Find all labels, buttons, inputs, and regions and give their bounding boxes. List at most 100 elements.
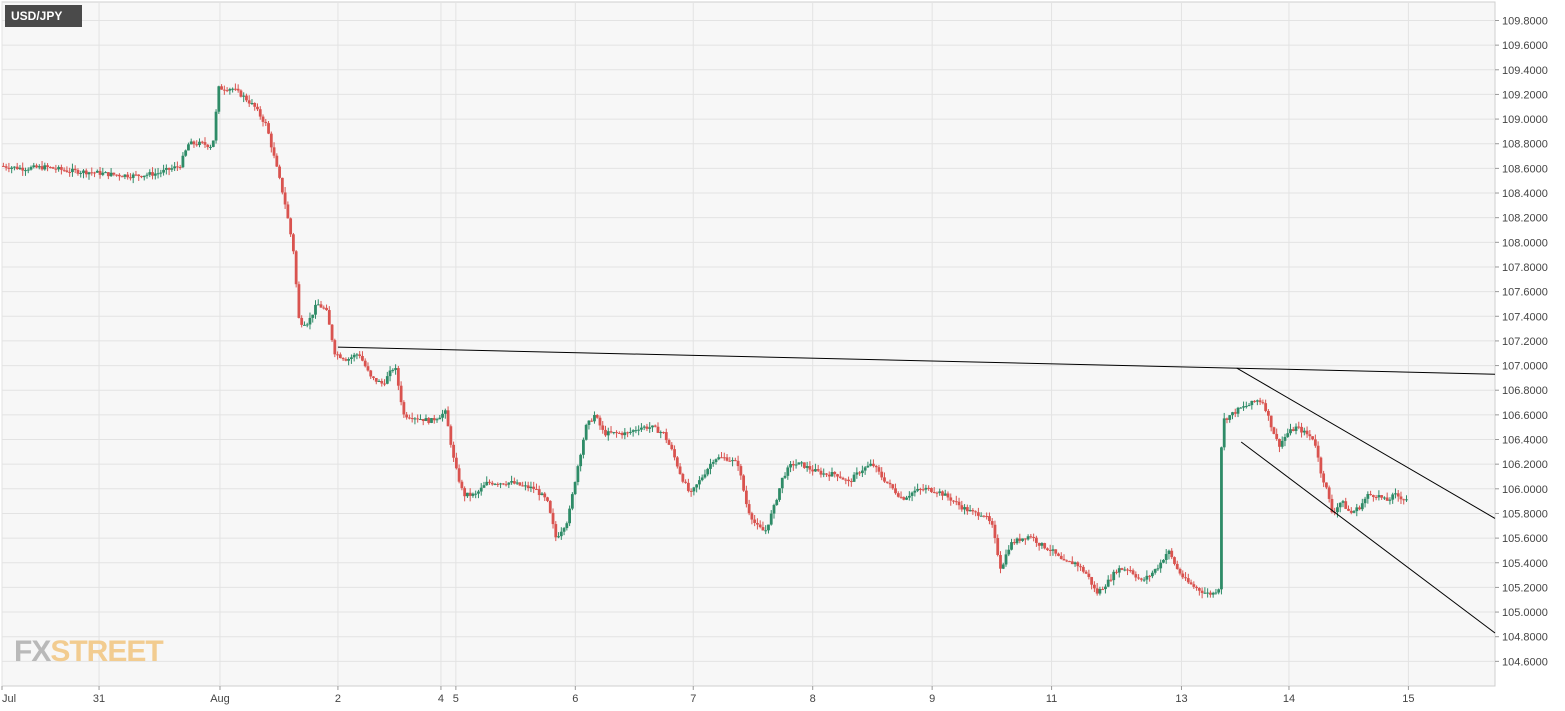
candle-body	[637, 429, 641, 431]
candle-body	[932, 491, 936, 493]
candle-body	[377, 380, 381, 382]
candle-body	[496, 483, 500, 485]
candle-body	[1391, 494, 1395, 500]
candle-body	[885, 481, 889, 483]
candle-body	[896, 493, 900, 497]
candle-body	[151, 172, 154, 176]
candle-body	[518, 482, 522, 486]
candle-body	[598, 417, 602, 426]
candle-body	[170, 168, 174, 170]
candle-body	[245, 95, 248, 101]
candle-body	[104, 172, 107, 174]
candle-body	[524, 485, 527, 487]
candle-body	[289, 218, 293, 235]
candle-body	[1156, 568, 1160, 570]
candle-body	[344, 359, 348, 361]
candle-body	[131, 174, 135, 178]
candle-body	[1195, 586, 1198, 589]
candle-body	[1092, 584, 1096, 589]
candle-body	[1162, 559, 1165, 563]
candle-body	[1181, 573, 1185, 578]
candle-body	[1280, 440, 1284, 447]
candle-body	[656, 426, 660, 433]
candle-body	[667, 440, 671, 445]
candle-body	[905, 497, 908, 500]
candle-body	[1380, 495, 1384, 498]
candle-body	[51, 167, 55, 169]
candle-body	[15, 166, 19, 170]
candle-body	[355, 354, 359, 356]
x-tick-label: Jul	[2, 693, 16, 705]
candle-body	[504, 484, 508, 486]
candle-body	[48, 166, 52, 168]
candle-body	[938, 491, 942, 493]
candle-body	[261, 116, 265, 122]
candle-body	[24, 170, 27, 172]
candle-body	[557, 536, 560, 538]
candle-body	[468, 492, 472, 496]
x-tick-label: Aug	[210, 693, 230, 705]
candle-body	[512, 481, 516, 484]
candle-body	[424, 418, 428, 422]
candle-body	[689, 490, 693, 492]
candle-body	[1211, 592, 1215, 595]
candle-body	[960, 505, 964, 510]
candle-body	[1192, 584, 1196, 587]
candle-body	[535, 489, 538, 491]
candle-body	[819, 470, 823, 475]
candle-body	[1336, 507, 1339, 513]
candle-body	[325, 307, 328, 311]
candle-body	[211, 140, 215, 147]
candle-body	[112, 172, 116, 175]
candle-body	[338, 354, 342, 359]
candle-body	[198, 141, 201, 146]
candle-body	[728, 460, 732, 462]
candle-body	[283, 192, 287, 205]
candle-body	[449, 426, 453, 445]
candle-body	[95, 170, 99, 173]
candle-body	[493, 483, 497, 485]
candle-body	[228, 89, 232, 91]
candle-body	[825, 473, 828, 475]
candle-body	[1065, 560, 1069, 562]
candle-body	[584, 424, 588, 440]
candle-body	[369, 370, 373, 377]
candle-body	[308, 317, 312, 325]
candle-body	[1266, 410, 1270, 416]
candle-body	[883, 477, 886, 482]
candle-body	[742, 475, 746, 491]
candle-body	[366, 366, 370, 371]
candle-body	[474, 493, 478, 495]
candle-body	[1026, 536, 1030, 540]
candle-body	[1070, 561, 1074, 565]
candle-body	[1405, 499, 1408, 501]
candle-body	[443, 410, 447, 414]
candle-body	[877, 467, 881, 472]
candle-body	[115, 174, 119, 176]
candle-body	[894, 488, 897, 494]
candle-body	[1015, 538, 1019, 544]
candle-body	[797, 462, 801, 465]
candle-body	[1327, 487, 1331, 499]
candle-body	[692, 487, 696, 492]
trendline	[337, 346, 1496, 375]
candle-body	[65, 170, 69, 172]
candle-body	[142, 175, 146, 178]
y-tick-label: 108.2000	[1502, 213, 1548, 225]
candle-body	[1117, 568, 1121, 573]
candle-body	[1255, 400, 1259, 402]
candle-body	[769, 513, 773, 525]
candle-body	[1101, 589, 1105, 591]
candle-body	[435, 419, 439, 421]
candle-body	[764, 530, 768, 532]
candle-body	[1231, 412, 1234, 416]
candle-body	[1043, 543, 1047, 549]
candle-body	[1220, 447, 1223, 590]
candle-body	[1134, 574, 1138, 578]
candle-body	[1170, 550, 1174, 558]
candle-body	[460, 481, 464, 489]
candle-body	[1098, 589, 1102, 594]
candle-body	[1197, 588, 1201, 591]
candle-body	[87, 172, 91, 175]
candle-body	[1109, 579, 1113, 581]
